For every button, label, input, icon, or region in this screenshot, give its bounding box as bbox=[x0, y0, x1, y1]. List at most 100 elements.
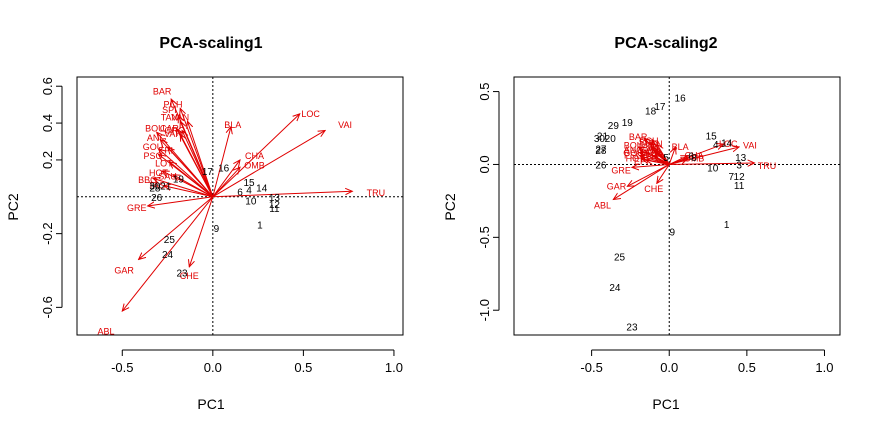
site-label-30: 30 bbox=[594, 134, 606, 145]
chart-panel-scaling1: PCA-scaling1 -0.5 0.0 0.5 1.0 -0.6 -0.2 0.2 0.… bbox=[5, 35, 404, 412]
variable-label-tru: TRU bbox=[758, 161, 777, 171]
arrow-loc bbox=[212, 114, 300, 198]
site-label-18: 18 bbox=[645, 107, 657, 118]
variable-label-gre: GRE bbox=[611, 165, 631, 175]
arrow-che bbox=[189, 196, 214, 267]
variable-label-omb: OMB bbox=[684, 154, 705, 164]
arrow-bla bbox=[212, 127, 231, 197]
arrow-abl bbox=[613, 164, 670, 199]
y-tick-label: 0.4 bbox=[40, 114, 55, 132]
arrow-tru bbox=[669, 163, 754, 164]
variable-label-van: VAN bbox=[171, 113, 189, 123]
site-label-3: 3 bbox=[736, 160, 742, 171]
variable-label-cha: CHA bbox=[685, 151, 704, 161]
y-tick-label: 0.6 bbox=[40, 77, 55, 95]
variable-label-ang: ANG bbox=[147, 133, 167, 143]
chart-title: PCA-scaling1 bbox=[159, 35, 262, 52]
variable-arrows bbox=[613, 138, 754, 199]
variable-label-pso: PSO bbox=[624, 151, 643, 161]
site-label-15: 15 bbox=[243, 178, 255, 189]
y-axis: -1.0 -0.5 0.0 0.5 bbox=[477, 83, 500, 321]
variable-label-car: CAR bbox=[160, 124, 180, 134]
site-label-14: 14 bbox=[721, 139, 733, 150]
site-label-9: 9 bbox=[214, 224, 220, 235]
y-axis-title: PC2 bbox=[442, 193, 458, 220]
variable-label-bou: BOU bbox=[145, 124, 165, 134]
y-axis: -0.6 -0.2 0.2 0.4 0.6 bbox=[40, 77, 63, 319]
site-label-21: 21 bbox=[160, 182, 172, 193]
site-label-13: 13 bbox=[269, 193, 281, 204]
arrow-bla bbox=[668, 147, 675, 165]
y-tick-label: 0.0 bbox=[477, 155, 492, 173]
variable-label-van: VAN bbox=[645, 139, 663, 149]
arrow-gar bbox=[139, 196, 214, 260]
y-tick-label: 0.2 bbox=[40, 151, 55, 169]
site-label-25: 25 bbox=[164, 235, 176, 246]
arrow-tas bbox=[164, 186, 213, 198]
arrow-sau bbox=[173, 175, 214, 198]
variable-label-gar: GAR bbox=[607, 181, 627, 191]
arrow-lot bbox=[169, 162, 214, 198]
variable-label-che: CHE bbox=[644, 184, 663, 194]
site-label-9: 9 bbox=[670, 228, 676, 239]
site-label-12: 12 bbox=[734, 172, 746, 183]
x-axis-title: PC1 bbox=[652, 396, 679, 412]
site-label-16: 16 bbox=[675, 93, 687, 104]
variable-label-spi: SPI bbox=[162, 105, 177, 115]
site-label-29: 29 bbox=[608, 121, 620, 132]
variable-label-car: CAR bbox=[640, 145, 660, 155]
arrow-bbo bbox=[153, 178, 213, 198]
variable-label-abl: ABL bbox=[97, 326, 114, 336]
arrow-cha bbox=[212, 160, 240, 198]
site-label-6: 6 bbox=[237, 187, 243, 198]
site-label-28: 28 bbox=[595, 146, 607, 157]
variable-label-bou: BOU bbox=[624, 141, 644, 151]
variable-label-epi: EPI bbox=[158, 146, 173, 156]
variable-label-var: VAR bbox=[640, 151, 658, 161]
arrow-loc bbox=[669, 144, 723, 165]
arrow-abl bbox=[122, 196, 214, 311]
plot-frame bbox=[76, 76, 404, 336]
variable-label-hot: HOT bbox=[149, 168, 169, 178]
variable-label-gou: GOU bbox=[623, 148, 644, 158]
arrow-var bbox=[180, 134, 214, 198]
site-label-19: 19 bbox=[173, 174, 185, 185]
arrow-epi bbox=[646, 160, 670, 165]
variable-label-gro: GRO bbox=[640, 148, 661, 158]
variable-label-abl: ABL bbox=[594, 200, 611, 210]
variable-arrows bbox=[122, 99, 352, 311]
site-label-6: 6 bbox=[688, 152, 694, 163]
y-axis-title: PC2 bbox=[5, 193, 21, 220]
x-tick-label: 1.0 bbox=[815, 360, 833, 375]
variable-label-bar: BAR bbox=[153, 87, 172, 97]
arrow-omb bbox=[669, 159, 688, 165]
variable-label-gou: GOU bbox=[143, 142, 164, 152]
variable-label-loc: LOC bbox=[719, 139, 738, 149]
variable-label-tan: TAN bbox=[637, 142, 654, 152]
site-label-13: 13 bbox=[735, 153, 747, 164]
y-tick-label: 0.5 bbox=[477, 83, 492, 101]
variable-label-bla: BLA bbox=[672, 142, 689, 152]
site-label-24: 24 bbox=[162, 250, 174, 261]
variable-label-vai: VAI bbox=[743, 141, 757, 151]
x-axis: -0.5 0.0 0.5 1.0 bbox=[580, 349, 834, 375]
variable-label-omb: OMB bbox=[244, 160, 265, 170]
variable-label-sau: SAU bbox=[158, 172, 177, 182]
variable-label-ang: ANG bbox=[624, 145, 644, 155]
x-axis-title: PC1 bbox=[197, 396, 224, 412]
variable-label-hot: HOT bbox=[626, 154, 646, 164]
x-tick-label: 0.0 bbox=[660, 360, 678, 375]
arrow-gre bbox=[148, 196, 213, 206]
x-tick-label: -0.5 bbox=[111, 360, 133, 375]
variable-label-spi: SPI bbox=[639, 138, 654, 148]
arrow-vai bbox=[212, 130, 325, 198]
site-label-25: 25 bbox=[614, 252, 626, 263]
site-label-19: 19 bbox=[622, 118, 634, 129]
site-label-7: 7 bbox=[729, 172, 735, 183]
variable-label-tru: TRU bbox=[367, 188, 386, 198]
arrow-gar bbox=[627, 164, 670, 186]
arrow-van bbox=[187, 121, 214, 197]
site-label-15: 15 bbox=[706, 131, 718, 142]
arrow-epi bbox=[168, 147, 214, 198]
